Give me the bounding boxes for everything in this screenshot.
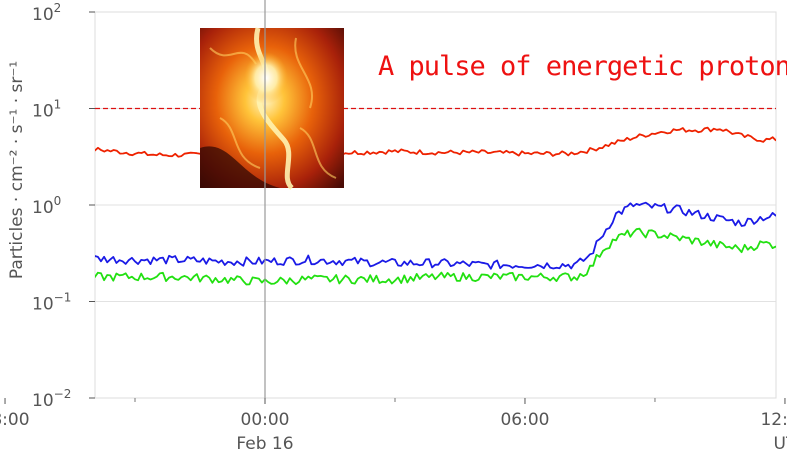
x-tick-label: 18:00 (0, 410, 30, 430)
annotation-text: A pulse of energetic protons (378, 51, 787, 82)
y-axis: 102 101 100 10−1 10−2 (32, 1, 95, 411)
y-tick-label: 100 (32, 194, 61, 218)
y-tick-label: 102 (32, 1, 61, 25)
y-tick-label: 10−1 (32, 291, 71, 315)
series-line (95, 227, 776, 286)
series-group (95, 126, 776, 286)
y-axis-label: Particles · cm⁻² · s⁻¹ · sr⁻¹ (7, 61, 27, 279)
x-tick-label: 00:00 (241, 410, 290, 430)
x-tick-label: 06:00 (500, 410, 549, 430)
y-tick-label: 10−2 (32, 387, 71, 411)
x-tick-sublabel: UT (774, 434, 787, 454)
series-line (95, 126, 776, 158)
solar-flare-image (200, 27, 344, 190)
x-tick-label: 12:00 (760, 410, 787, 430)
series-line (95, 201, 776, 270)
x-tick-sublabel: Feb 16 (236, 434, 293, 454)
y-tick-label: 101 (32, 98, 61, 122)
